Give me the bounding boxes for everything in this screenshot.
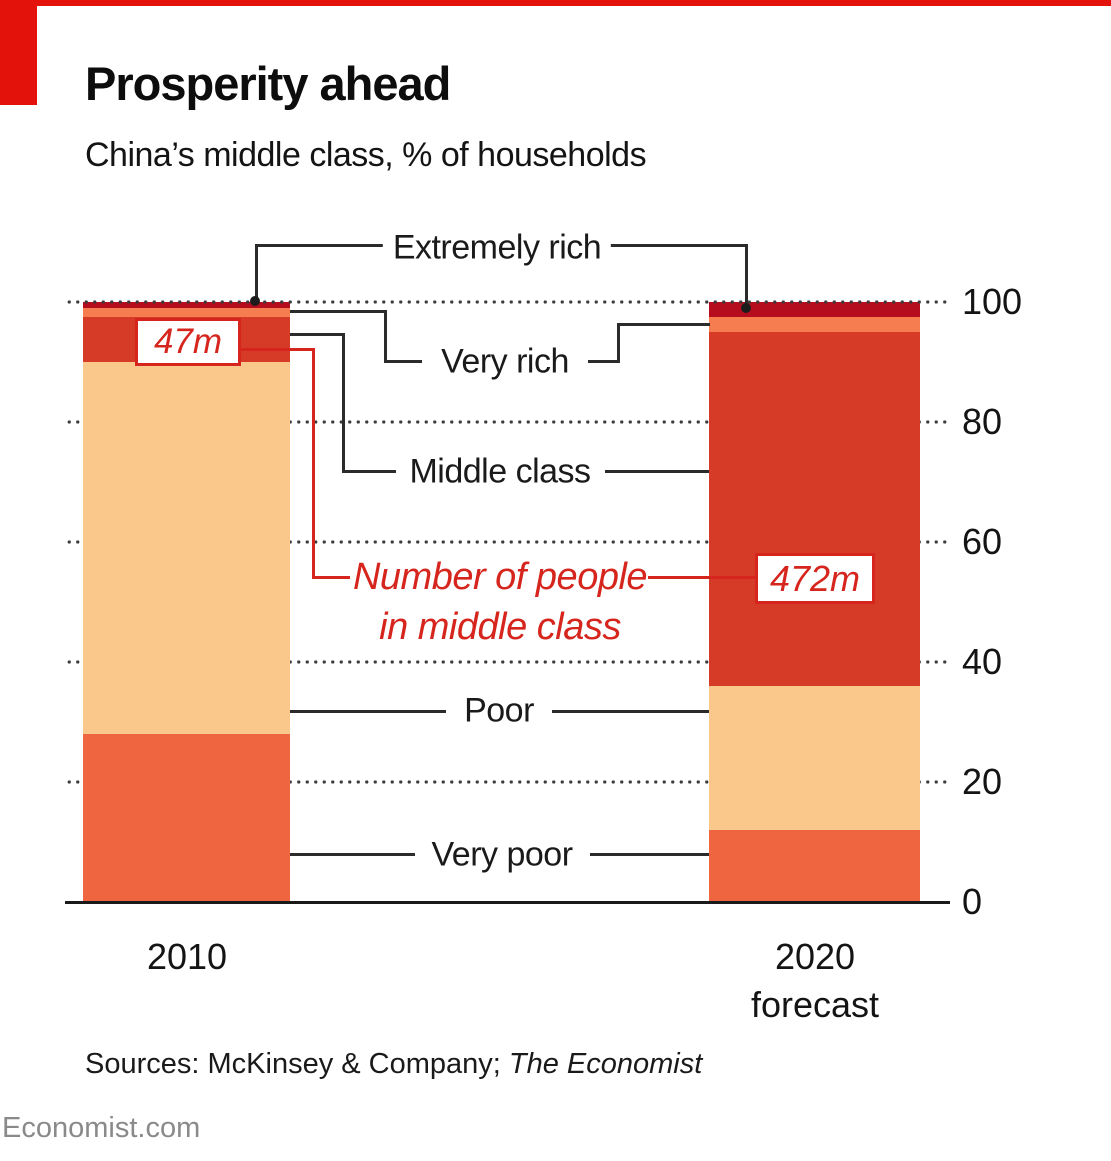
segment-middle-class-2020 [709,332,920,686]
extremely-rich-connector-right-v [745,244,748,310]
segment-extremely-rich-2020 [709,302,920,317]
people-count-connector-v [312,348,315,578]
segment-extremely-rich-2010 [83,302,290,308]
sources-line: Sources: McKinsey & Company; The Economi… [85,1048,702,1081]
gridline-100 [65,300,950,304]
very-rich-connector-left-v [384,310,387,362]
middle-class-connector-left-h2 [342,470,396,473]
poor-connector-left [290,710,446,713]
sources-economist: The Economist [508,1048,703,1080]
poor-label: Poor [454,691,544,731]
gridline-60 [65,540,950,544]
very-rich-connector-right-h2 [617,323,710,326]
very-rich-connector-right-v [617,323,620,363]
segment-very-poor-2010 [83,734,290,902]
poor-connector-right [552,710,709,713]
very-poor-connector-right [590,853,709,856]
ytick-label-100: 100 [962,281,1023,322]
value-box-47m: 47m [135,318,241,366]
very-poor-label: Very poor [421,835,583,875]
xlabel-2020: 2020 [774,936,856,977]
economist-red-tab [0,0,37,105]
extremely-rich-connector-left-v [255,244,258,302]
ytick-label-60: 60 [962,521,1003,562]
gridline-80 [65,420,950,424]
segment-poor-2020 [709,686,920,830]
sources-prefix: Sources: McKinsey & Company; [85,1048,509,1080]
segment-very-rich-2020 [709,317,920,332]
extremely-rich-dot-2020 [741,303,751,313]
people-count-note-line1: Number of people [352,556,648,598]
gridline-40 [65,660,950,664]
chart-subtitle: China’s middle class, % of households [85,136,647,174]
ytick-label-40: 40 [962,641,1003,682]
value-box-472m: 472m [755,553,875,604]
x-axis-baseline [65,901,950,904]
very-poor-connector-left [290,853,415,856]
segment-very-rich-2010 [83,308,290,317]
ytick-label-0: 0 [962,881,983,922]
very-rich-connector-right-h1 [588,360,620,363]
extremely-rich-connector-right-h [608,244,748,247]
bar-2020-forecast [709,302,920,902]
middle-class-label: Middle class [399,452,601,492]
very-rich-connector-left-h1 [290,310,386,313]
extremely-rich-dot-2010 [250,296,260,306]
people-count-connector-h2 [312,576,350,579]
ytick-label-20: 20 [962,761,1003,802]
segment-poor-2010 [83,362,290,734]
bar-2010 [83,302,290,902]
middle-class-connector-right-h [605,470,709,473]
xlabel-2020-forecast: forecast [750,984,880,1025]
extremely-rich-label: Extremely rich [382,228,612,268]
middle-class-connector-left-v [342,333,345,473]
economist-top-red-strip [0,0,1111,6]
middle-class-connector-left-h1 [290,333,345,336]
extremely-rich-connector-left-h [255,244,389,247]
very-rich-label: Very rich [431,342,579,382]
economist-com-label: Economist.com [2,1112,201,1144]
xlabel-2010: 2010 [146,936,228,977]
people-count-connector-h1 [237,348,315,351]
chart-title: Prosperity ahead [85,57,451,110]
very-rich-connector-left-h2 [384,360,422,363]
people-count-note-line2: in middle class [379,606,621,648]
ytick-label-80: 80 [962,401,1003,442]
gridline-20 [65,780,950,784]
segment-very-poor-2020 [709,830,920,902]
people-count-note: Number of people in middle class [352,552,648,652]
people-count-connector-h3 [648,576,757,579]
